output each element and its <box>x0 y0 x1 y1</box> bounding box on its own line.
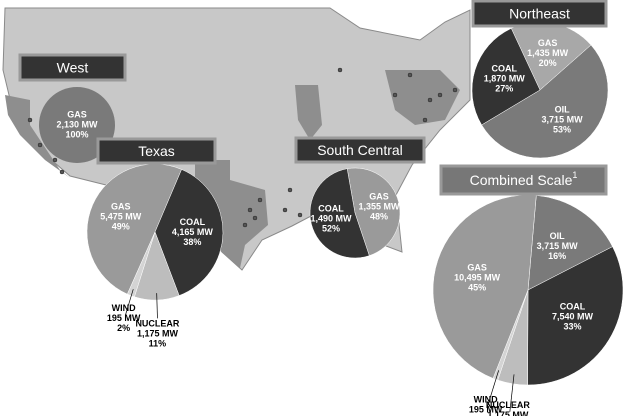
slice-label: 100% <box>65 129 88 139</box>
title-name: West <box>57 59 89 75</box>
slice-label: 3,715 MW <box>537 241 579 251</box>
slice-label: GAS <box>111 201 131 211</box>
leader-line <box>487 370 500 407</box>
region-title: South Central <box>317 142 403 158</box>
slice-label: OIL <box>555 105 571 115</box>
region-title: Northeast <box>509 5 570 21</box>
slice-label: 45% <box>468 282 486 292</box>
slice-label: 53% <box>553 125 571 135</box>
pie-slice <box>432 194 537 379</box>
region-title: Texas <box>138 143 175 159</box>
pie-slice <box>154 169 224 296</box>
title-box <box>294 136 426 164</box>
slice-label: NUCLEAR <box>135 319 179 329</box>
slice-label: 33% <box>564 322 582 332</box>
slice-label: OIL <box>550 231 566 241</box>
east-states <box>385 70 460 125</box>
leader-line <box>509 374 515 412</box>
slice-label: 16% <box>548 251 566 261</box>
slice-label: 1,490 MW <box>311 213 353 223</box>
slice-label: 38% <box>183 237 201 247</box>
slice-label: 1,870 MW <box>484 73 526 83</box>
pie-slice <box>127 231 156 298</box>
region-title: Combined Scale1 <box>470 170 578 187</box>
slice-label: GAS <box>538 38 558 48</box>
pie-slice <box>39 87 115 163</box>
pie-slice <box>527 246 624 386</box>
slice-label: 195 MW <box>469 404 503 414</box>
leader-line <box>125 289 134 315</box>
slice-label: GAS <box>67 109 87 119</box>
slice-label: 27% <box>495 83 513 93</box>
slice-label: COAL <box>491 63 517 73</box>
slice-label: COAL <box>318 203 344 213</box>
title-name: Texas <box>138 143 175 159</box>
slice-label: 11% <box>149 339 167 349</box>
leader-line <box>156 293 158 319</box>
slice-label: NUCLEAR <box>486 400 530 410</box>
slice-label: COAL <box>560 302 586 312</box>
title-note: 1 <box>572 170 577 180</box>
illinois <box>295 85 322 140</box>
title-name: Combined Scale <box>470 172 573 188</box>
slice-label: 10,495 MW <box>454 272 501 282</box>
slice-label: WIND <box>112 303 136 313</box>
pie-slice <box>481 44 609 159</box>
slice-label: 3,715 MW <box>542 115 584 125</box>
pie-slice <box>527 195 613 291</box>
slice-label: 195 MW <box>107 313 141 323</box>
slice-label: 1,175 MW <box>487 410 529 416</box>
title-name: Northeast <box>509 5 570 21</box>
slice-label: 7,540 MW <box>552 312 594 322</box>
pie-slice <box>471 28 541 126</box>
slice-label: 5,475 MW <box>100 211 142 221</box>
title-name: South Central <box>317 142 403 158</box>
slice-label: 52% <box>322 223 340 233</box>
slice-label: GAS <box>369 191 389 201</box>
pie-slice <box>346 167 401 256</box>
slice-label: GAS <box>467 262 487 272</box>
region-title: West <box>57 59 89 75</box>
slice-label: 20% <box>539 58 557 68</box>
slice-label: 1,175 MW <box>137 329 179 339</box>
slice-label: 4,165 MW <box>172 227 214 237</box>
title-box <box>471 0 608 28</box>
slice-label: WIND <box>474 394 498 404</box>
slice-label: 1,435 MW <box>527 48 569 58</box>
slice-label: COAL <box>180 217 206 227</box>
title-box <box>18 53 127 82</box>
slice-label: 1,355 MW <box>358 201 400 211</box>
slice-label: 2% <box>117 323 130 333</box>
slice-label: 49% <box>112 221 130 231</box>
pie-slice <box>309 168 370 259</box>
california <box>5 95 70 178</box>
plant-dots <box>27 67 458 228</box>
slice-label: 2,130 MW <box>56 119 98 129</box>
title-box <box>439 164 608 196</box>
slice-label: 1% <box>479 414 492 416</box>
slice-label: 48% <box>370 211 388 221</box>
title-box <box>96 137 217 165</box>
